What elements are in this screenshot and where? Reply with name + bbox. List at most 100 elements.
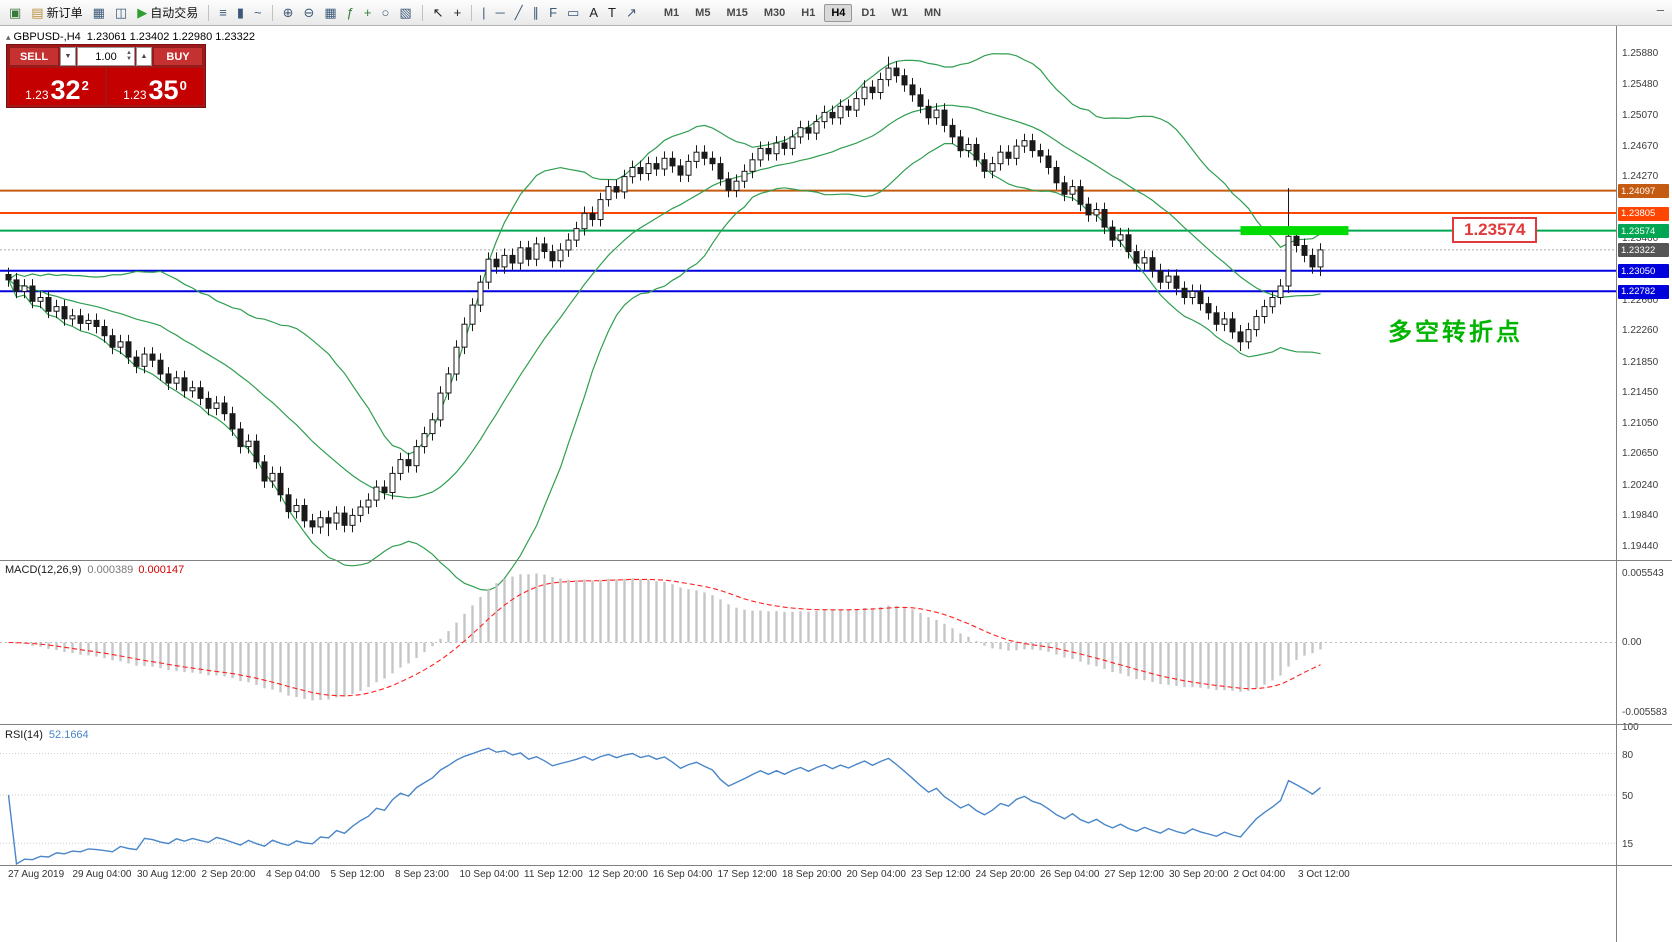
plus-icon: + — [363, 5, 372, 20]
timeframe-m5[interactable]: M5 — [695, 6, 711, 19]
channel-button[interactable]: ∥ — [528, 1, 545, 25]
label-button[interactable]: T — [603, 1, 621, 25]
time-axis-label: 3 Oct 12:00 — [1298, 869, 1350, 880]
price-axis-label: 1.22660 — [1622, 294, 1659, 306]
time-axis-label: 11 Sep 12:00 — [524, 869, 583, 880]
cursor-button[interactable]: ↖ — [428, 1, 449, 25]
zoom-in-icon: ⊕ — [282, 5, 294, 20]
timeframe-d1[interactable]: D1 — [861, 6, 876, 19]
timeframe-h4[interactable]: H4 — [824, 3, 853, 22]
arrows-button[interactable]: ↗ — [621, 1, 642, 25]
chevron-up-icon: ▲ — [126, 50, 132, 56]
timeframe-m30[interactable]: M30 — [763, 6, 786, 19]
candlestick-chart-button[interactable]: ▮ — [232, 1, 249, 25]
shapes-icon: ▭ — [567, 5, 580, 20]
text-button[interactable]: A — [584, 1, 603, 25]
volume-stepper[interactable]: ▲ ▼ — [126, 50, 132, 62]
chart-window-button[interactable]: ▦ — [88, 1, 110, 25]
zoom-in-button[interactable]: ⊕ — [278, 1, 299, 25]
symbol-info: ▴ GBPUSD-,H4 1.23061 1.23402 1.22980 1.233… — [6, 31, 255, 43]
rsi-name: RSI(14) — [5, 729, 43, 741]
chart-annotation-text: 多空转折点 — [1388, 319, 1523, 346]
timeframe-h1[interactable]: H1 — [801, 6, 816, 19]
rsi-scale-label: 15 — [1622, 839, 1634, 851]
vertical-line-icon: | — [482, 5, 486, 20]
price-tag: 1.23322 — [1618, 243, 1669, 258]
price-axis-label: 1.20240 — [1622, 479, 1659, 491]
volume-input[interactable]: 1.00 ▲ ▼ — [77, 47, 135, 66]
horizontal-line-button[interactable]: ─ — [491, 1, 510, 25]
fibonacci-button[interactable]: F — [544, 1, 562, 25]
panel-divider[interactable] — [0, 724, 1672, 725]
sell-price-pip: 2 — [81, 78, 89, 93]
price-axis-label: 1.25880 — [1622, 48, 1659, 60]
timeframe-m1[interactable]: M1 — [663, 6, 680, 19]
shapes-button[interactable]: ▭ — [562, 1, 584, 25]
macd-value-signal: 0.000147 — [138, 564, 185, 576]
price-tag: 1.23050 — [1618, 264, 1669, 279]
arrange-windows-button[interactable]: ▦ — [319, 1, 341, 25]
price-axis[interactable]: 1.25880 1.25480 1.25070 1.24670 1.24270 1.234… — [1616, 26, 1672, 942]
buy-dropdown[interactable]: ▲ — [136, 47, 152, 66]
rsi-indicator-label: RSI(14) 52.1664 — [5, 729, 89, 741]
price-axis-label: 1.25480 — [1622, 78, 1659, 90]
macd-indicator-label: MACD(12,26,9) 0.000389 0.000147 — [5, 564, 184, 576]
toolbar: ▣ ▤ 新订单 ▦ ◫ ▶ 自动交易 ≡ ▮ ~ ⊕ ⊖ ▦ ƒ + ○ ▧ ↖ + | ─ ╱ ∥ F ▭ A T ↗ M1 M5 M1… — [0, 0, 1672, 26]
sell-price-prefix: 1.23 — [25, 88, 49, 102]
time-axis-label: 18 Sep 20:00 — [782, 869, 842, 880]
clock-icon: ○ — [381, 5, 390, 20]
buy-button[interactable]: BUY — [153, 47, 203, 66]
price-axis-label: 1.21050 — [1622, 417, 1659, 429]
cursor-icon: ↖ — [432, 5, 444, 20]
trendline-icon: ╱ — [514, 5, 523, 20]
toolbar-separator — [271, 4, 273, 21]
sell-dropdown[interactable]: ▼ — [60, 47, 76, 66]
one-click-trading-panel: SELL ▼ 1.00 ▲ ▼ ▲ BUY 1.23 32 2 1.23 35 0 — [6, 44, 206, 108]
macd-scale-label: 0.005543 — [1622, 568, 1664, 579]
line-chart-button[interactable]: ~ — [249, 1, 267, 25]
sell-button[interactable]: SELL — [9, 47, 59, 66]
rsi-value: 52.1664 — [48, 729, 89, 741]
sell-price-big: 32 — [50, 75, 81, 105]
add-indicator-button[interactable]: + — [359, 1, 377, 25]
time-axis-label: 20 Sep 04:00 — [846, 869, 907, 880]
buy-price-big: 35 — [148, 75, 179, 105]
chevron-down-icon: ▼ — [64, 53, 72, 60]
rsi-scale-label: 80 — [1622, 749, 1634, 761]
bar-chart-button[interactable]: ≡ — [214, 1, 232, 25]
periods-button[interactable]: ○ — [377, 1, 395, 25]
timeframe-w1[interactable]: W1 — [891, 6, 908, 19]
price-callout[interactable]: 1.23574 — [1452, 217, 1538, 243]
time-axis-border — [0, 865, 1672, 866]
macd-value-main: 0.000389 — [87, 564, 134, 576]
arrow-icon: ↗ — [625, 5, 637, 20]
indicators-icon: ƒ — [346, 5, 354, 20]
time-axis-label: 16 Sep 04:00 — [653, 869, 713, 880]
time-axis[interactable]: 27 Aug 2019 29 Aug 04:00 30 Aug 12:00 2 Sep… — [0, 866, 1672, 886]
profiles-button[interactable]: ◫ — [110, 1, 132, 25]
price-tag: 1.22782 — [1618, 284, 1669, 299]
new-order-button[interactable]: ▤ 新订单 — [26, 1, 87, 25]
templates-button[interactable]: ▧ — [394, 1, 416, 25]
price-tag: 1.24097 — [1618, 184, 1669, 199]
text-icon: A — [589, 5, 599, 20]
timeframe-m15[interactable]: M15 — [726, 6, 748, 19]
vertical-line-button[interactable]: | — [477, 1, 490, 25]
auto-trading-button[interactable]: ▶ 自动交易 — [132, 1, 203, 25]
buy-price[interactable]: 1.23 35 0 — [107, 68, 203, 105]
indicators-button[interactable]: ƒ — [342, 1, 359, 25]
profiles-icon: ◫ — [114, 5, 128, 20]
minimize-icon[interactable]: – — [1656, 2, 1664, 17]
sell-price[interactable]: 1.23 32 2 — [9, 68, 105, 105]
timeframe-mn[interactable]: MN — [923, 6, 942, 19]
terminal-button[interactable]: ▣ — [4, 1, 26, 25]
price-axis-label: 1.19440 — [1622, 540, 1659, 552]
zoom-out-button[interactable]: ⊖ — [298, 1, 319, 25]
trendline-button[interactable]: ╱ — [510, 1, 528, 25]
panel-divider[interactable] — [0, 560, 1672, 561]
crosshair-button[interactable]: + — [449, 1, 467, 25]
fibonacci-icon: F — [549, 5, 558, 20]
price-axis-label: 1.21450 — [1622, 387, 1659, 399]
